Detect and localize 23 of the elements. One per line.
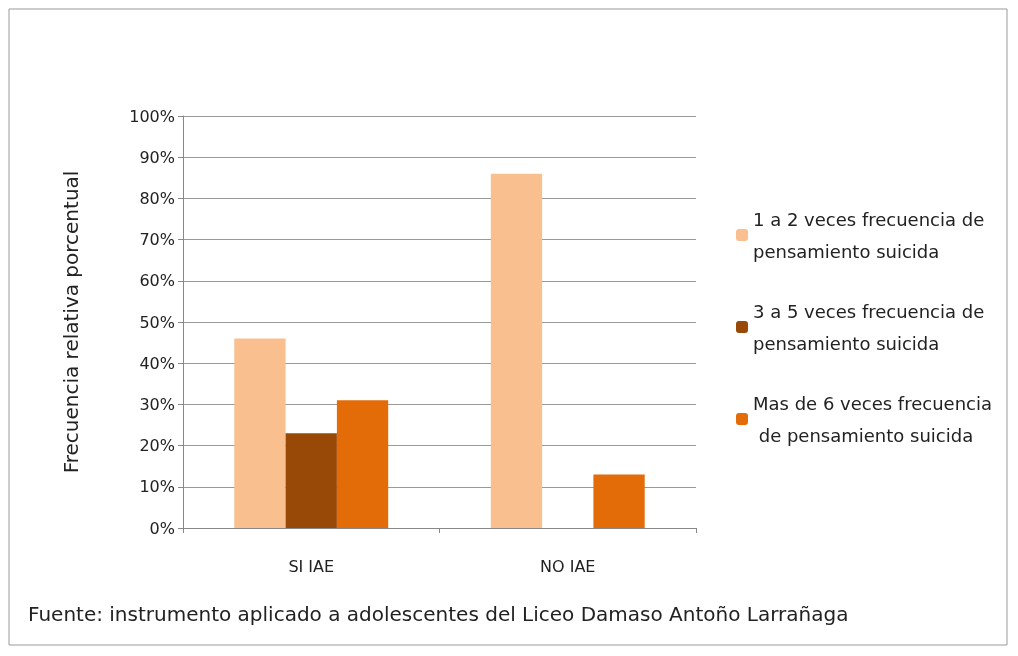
y-tick-label: 30%: [139, 394, 175, 414]
bar: [285, 433, 337, 528]
y-tick-label: 60%: [139, 271, 175, 291]
bar: [234, 338, 286, 528]
legend-label: 1 a 2 veces frecuencia de pensamiento suicida: [753, 208, 990, 262]
legend-label: 3 a 5 veces frecuencia de pensamiento suicida: [753, 300, 990, 354]
y-tick-label: 100%: [129, 106, 175, 126]
source-note: Fuente: instrumento aplicado a adolescentes del Liceo Damaso Antoño Larrañaga: [28, 602, 849, 626]
y-tick-label: 90%: [139, 147, 175, 167]
bar: [593, 474, 645, 528]
x-tick-label: SI IAE: [288, 556, 335, 576]
bar: [336, 400, 389, 528]
y-tick-label: 70%: [139, 230, 175, 250]
y-tick-label: 10%: [139, 477, 175, 497]
legend-label: Mas de 6 veces frecuencia de pensamiento suicida: [753, 392, 992, 446]
bar: [490, 173, 543, 528]
y-tick-label: 0%: [149, 518, 175, 538]
y-tick-label: 40%: [139, 353, 175, 373]
y-tick-label: 20%: [139, 436, 175, 456]
x-tick-label: NO IAE: [540, 556, 596, 576]
y-tick-label: 80%: [139, 188, 175, 208]
y-tick-label: 50%: [139, 312, 175, 332]
y-axis-title: Frecuencia relativa porcentual: [59, 170, 83, 474]
